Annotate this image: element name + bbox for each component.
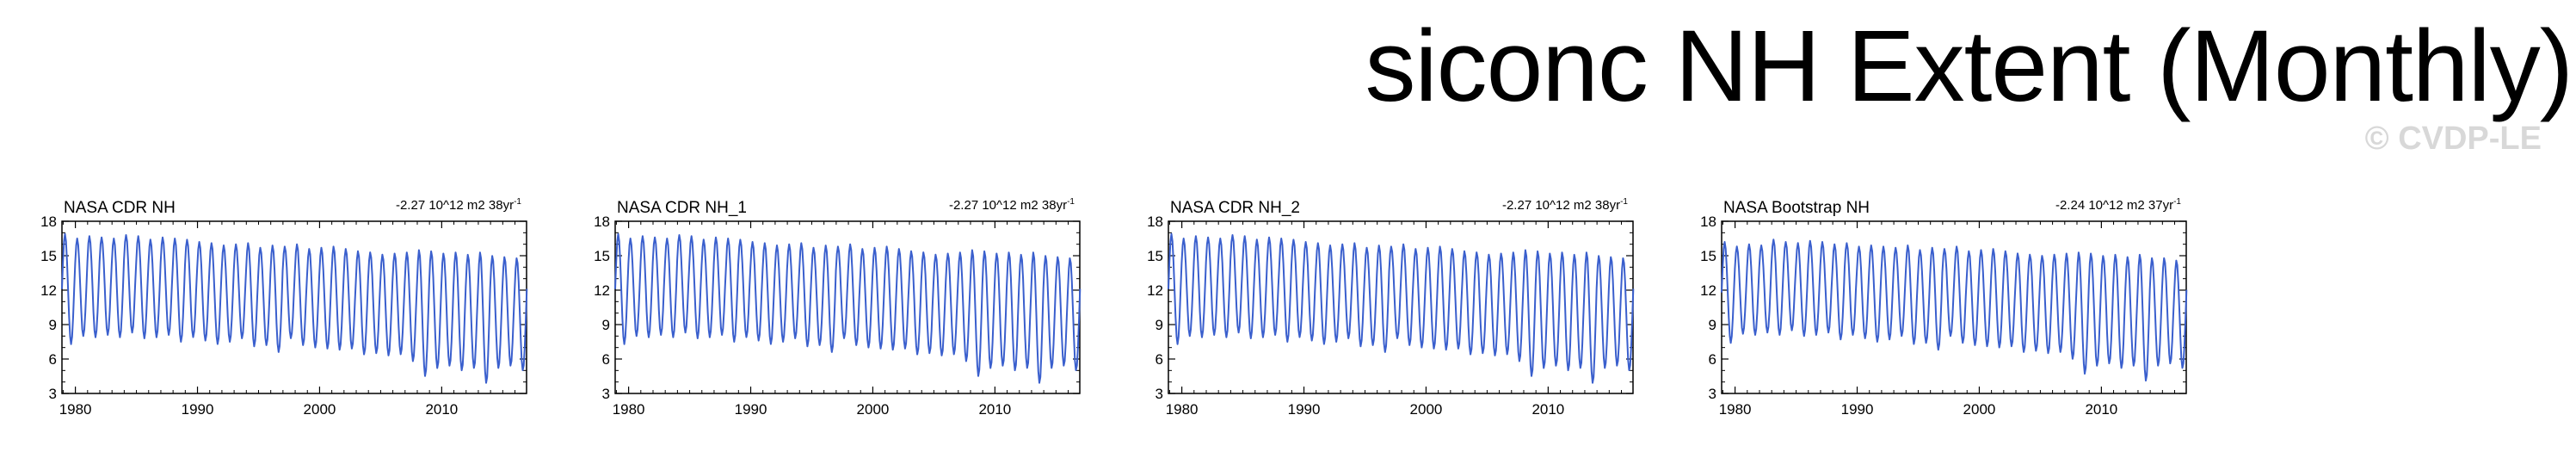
- chart-svg-1: NASA CDR NH -2.27 10^12 m2 38yr-1 3 6 9 12 15 1…: [40, 197, 528, 418]
- series-line: [1721, 238, 2188, 382]
- x-tick-label: 2010: [1531, 401, 1564, 418]
- y-tick-label: 12: [40, 282, 57, 299]
- y-tick-label: 3: [49, 386, 57, 402]
- x-tick-label: 1980: [59, 401, 92, 418]
- y-tick-label: 18: [594, 214, 610, 230]
- y-tick-label: 15: [594, 248, 610, 264]
- y-tick-label: 9: [602, 317, 610, 333]
- y-tick-label: 12: [594, 282, 610, 299]
- trend-label: -2.27 10^12 m2 38yr-1: [949, 197, 1075, 213]
- chart-panel-4: NASA Bootstrap NH -2.24 10^12 m2 37yr-1 3 6…: [1700, 185, 2236, 443]
- trend-label: -2.27 10^12 m2 38yr-1: [1502, 197, 1628, 213]
- y-tick-label: 12: [1147, 282, 1163, 299]
- y-tick-label: 18: [1700, 214, 1716, 230]
- panel-title: NASA Bootstrap NH: [1723, 199, 1870, 217]
- plot-frame: [1168, 220, 1634, 394]
- x-tick-label: 1990: [1288, 401, 1321, 418]
- page-title: siconc NH Extent (Monthly): [1365, 9, 2573, 123]
- x-tick-label: 2010: [978, 401, 1011, 418]
- x-tick-label: 2000: [1963, 401, 1996, 418]
- trend-label: -2.27 10^12 m2 38yr-1: [396, 197, 521, 213]
- y-tick-label: 18: [1147, 214, 1163, 230]
- panel-title: NASA CDR NH_1: [617, 199, 747, 217]
- y-tick-label: 3: [1156, 386, 1163, 402]
- x-tick-label: 1990: [735, 401, 767, 418]
- x-tick-label: 1980: [1719, 401, 1752, 418]
- plot-frame: [614, 220, 1081, 394]
- y-tick-label: 18: [40, 214, 57, 230]
- y-tick-label: 6: [49, 351, 57, 368]
- series-line: [61, 232, 528, 384]
- panel-title: NASA CDR NH_2: [1170, 199, 1300, 217]
- y-tick-label: 9: [1709, 317, 1716, 333]
- y-tick-label: 12: [1700, 282, 1716, 299]
- plot-frame: [1721, 220, 2187, 394]
- x-tick-label: 2000: [1410, 401, 1443, 418]
- y-tick-label: 9: [1156, 317, 1163, 333]
- series-line: [614, 232, 1082, 384]
- x-tick-label: 1990: [182, 401, 214, 418]
- x-tick-label: 1980: [613, 401, 645, 418]
- y-tick-label: 6: [602, 351, 610, 368]
- x-tick-label: 1980: [1166, 401, 1199, 418]
- chart-panel-3: NASA CDR NH_2 -2.27 10^12 m2 38yr-1 3 6 9 12 1…: [1147, 185, 1683, 443]
- x-tick-label: 2010: [2085, 401, 2117, 418]
- series-line: [1168, 232, 1635, 384]
- y-tick-label: 15: [1700, 248, 1716, 264]
- y-tick-label: 9: [49, 317, 57, 333]
- chart-svg-4: NASA Bootstrap NH -2.24 10^12 m2 37yr-1 3 6…: [1700, 197, 2188, 418]
- y-tick-label: 6: [1156, 351, 1163, 368]
- y-tick-label: 15: [1147, 248, 1163, 264]
- y-tick-label: 15: [40, 248, 57, 264]
- watermark: © CVDP-LE: [2364, 121, 2542, 157]
- y-tick-label: 3: [1709, 386, 1716, 402]
- panel-title: NASA CDR NH: [64, 199, 176, 217]
- x-tick-label: 1990: [1841, 401, 1874, 418]
- chart-panel-2: NASA CDR NH_1 -2.27 10^12 m2 38yr-1 3 6 9 12 1…: [594, 185, 1130, 443]
- x-tick-label: 2000: [304, 401, 336, 418]
- chart-svg-2: NASA CDR NH_1 -2.27 10^12 m2 38yr-1 3 6 9 12 1…: [594, 197, 1082, 418]
- chart-svg-3: NASA CDR NH_2 -2.27 10^12 m2 38yr-1 3 6 9 12 1…: [1147, 197, 1635, 418]
- y-tick-label: 3: [602, 386, 610, 402]
- x-tick-label: 2010: [425, 401, 458, 418]
- plot-frame: [61, 220, 527, 394]
- chart-panel-1: NASA CDR NH -2.27 10^12 m2 38yr-1 3 6 9 12 15 1…: [40, 185, 576, 443]
- x-tick-label: 2000: [857, 401, 890, 418]
- y-tick-label: 6: [1709, 351, 1716, 368]
- trend-label: -2.24 10^12 m2 37yr-1: [2055, 197, 2181, 213]
